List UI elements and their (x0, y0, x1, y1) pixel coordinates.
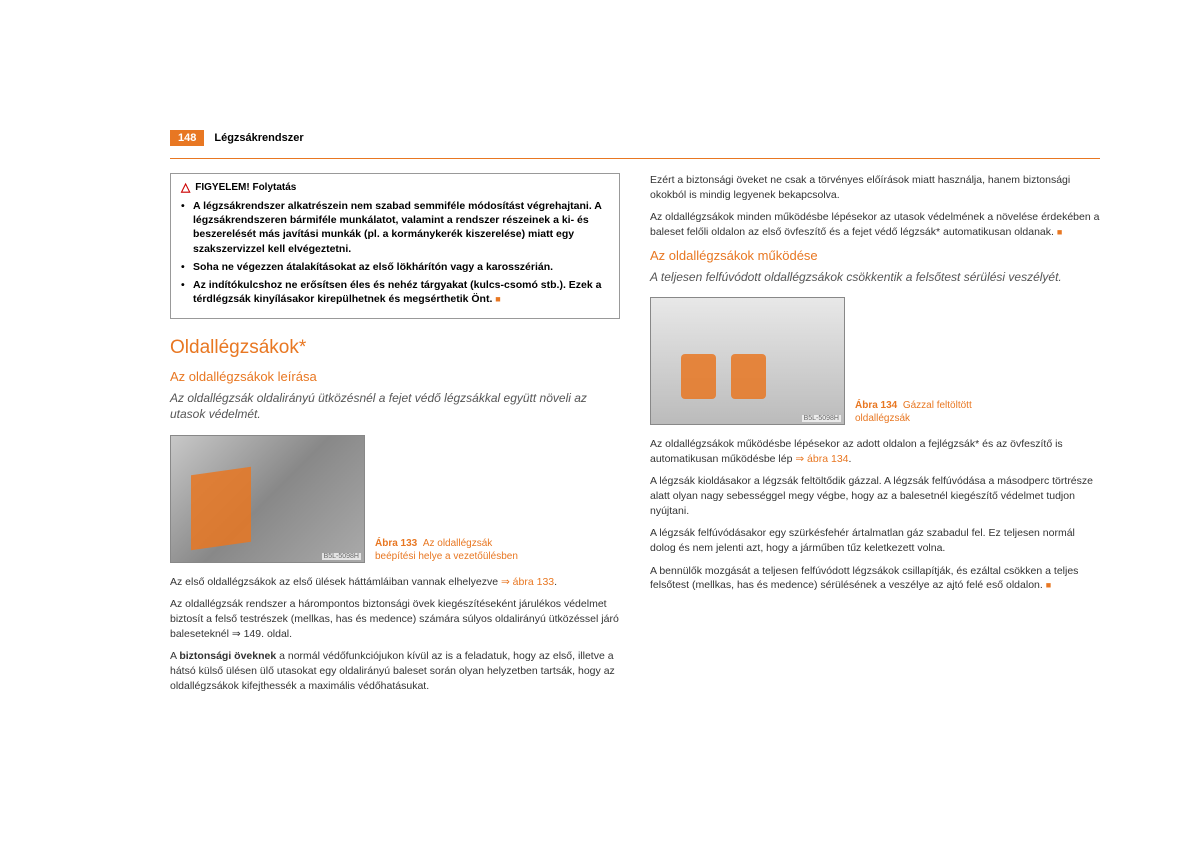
figure-caption: Ábra 133 Az oldallégzsák beépítési helye… (375, 537, 525, 563)
warning-item: A légzsákrendszer alkatrészein nem szaba… (181, 199, 609, 256)
body-paragraph: Az első oldallégzsákok az első ülések há… (170, 575, 620, 590)
chapter-title: Légzsákrendszer (214, 132, 303, 144)
body-text: Az első oldallégzsákok az első ülések há… (170, 576, 501, 588)
figure-image-seat: B5L-5098H (170, 435, 365, 563)
figure-number: Ábra 134 (855, 400, 897, 411)
figure-number: Ábra 133 (375, 538, 417, 549)
warning-item-text: Az indítókulcshoz ne erősítsen éles és n… (193, 279, 601, 305)
image-code: B5L-5098H (802, 415, 841, 422)
header-rule (170, 158, 1100, 159)
end-marker-icon: ■ (495, 294, 500, 304)
warning-triangle-icon: △ (181, 180, 190, 194)
body-paragraph: A légzsák felfúvódásakor egy szürkésfehé… (650, 526, 1100, 555)
body-text: A bennülők mozgását a teljesen felfúvódo… (650, 565, 1078, 592)
body-paragraph: Az oldallégzsákok működésbe lépésekor az… (650, 437, 1100, 466)
left-column: △ FIGYELEM! Folytatás A légzsákrendszer … (170, 173, 620, 701)
body-paragraph: Ezért a biztonsági öveket ne csak a törv… (650, 173, 1100, 202)
body-paragraph: Az oldallégzsák rendszer a hárompontos b… (170, 597, 620, 641)
content-columns: △ FIGYELEM! Folytatás A légzsákrendszer … (170, 173, 1100, 701)
warning-item: Soha ne végezzen átalakításokat az első … (181, 260, 609, 274)
warning-title: FIGYELEM! Folytatás (195, 182, 296, 193)
intro-text: A teljesen felfúvódott oldallégzsákok cs… (650, 269, 1100, 285)
body-text: Az oldallégzsákok működésbe lépésekor az… (650, 438, 1063, 465)
figure-block: B5L-5098H Ábra 134 Gázzal feltöltött old… (650, 297, 1100, 425)
figure-reference: ⇒ ábra 133 (501, 576, 554, 588)
image-code: B5L-5098H (322, 553, 361, 560)
page-header: 148 Légzsákrendszer (170, 130, 1100, 146)
warning-box: △ FIGYELEM! Folytatás A légzsákrendszer … (170, 173, 620, 319)
page-number: 148 (170, 130, 204, 146)
body-paragraph: A biztonsági öveknek a normál védőfunkci… (170, 649, 620, 693)
bold-text: biztonsági öveknek (179, 650, 276, 662)
body-paragraph: Az oldallégzsákok minden működésbe lépés… (650, 210, 1100, 239)
body-text: Az oldallégzsákok minden működésbe lépés… (650, 211, 1099, 238)
body-paragraph: A légzsák kioldásakor a légzsák feltöltő… (650, 474, 1100, 518)
warning-item: Az indítókulcshoz ne erősítsen éles és n… (181, 278, 609, 306)
end-marker-icon: ■ (1046, 580, 1051, 590)
body-text: . (554, 576, 557, 588)
figure-block: B5L-5098H Ábra 133 Az oldallégzsák beépí… (170, 435, 620, 563)
warning-list: A légzsákrendszer alkatrészein nem szaba… (181, 199, 609, 306)
body-paragraph: A bennülők mozgását a teljesen felfúvódo… (650, 564, 1100, 593)
body-text: A (170, 650, 179, 662)
end-marker-icon: ■ (1057, 227, 1062, 237)
figure-reference: ⇒ ábra 134 (795, 453, 848, 465)
subsection-title: Az oldallégzsákok működése (650, 248, 1100, 263)
intro-text: Az oldallégzsák oldalirányú ütközésnél a… (170, 390, 620, 422)
subsection-title: Az oldallégzsákok leírása (170, 369, 620, 384)
body-text: . (849, 453, 852, 465)
warning-header: △ FIGYELEM! Folytatás (181, 180, 609, 194)
section-title: Oldallégzsákok* (170, 337, 620, 359)
right-column: Ezért a biztonsági öveket ne csak a törv… (650, 173, 1100, 701)
figure-caption: Ábra 134 Gázzal feltöltött oldallégzsák (855, 399, 1005, 425)
figure-image-car: B5L-5098H (650, 297, 845, 425)
